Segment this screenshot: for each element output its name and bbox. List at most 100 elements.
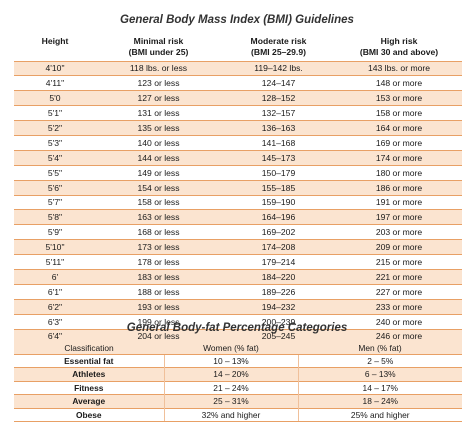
moderate-risk-cell: 179–214 xyxy=(221,254,336,270)
body-fat-row: Essential fat 10 – 13% 2 – 5% xyxy=(14,353,462,368)
body-fat-row: Obese 32% and higher 25% and higher xyxy=(14,407,462,422)
moderate-risk-cell: 155–185 xyxy=(221,179,336,196)
high-risk-cell: 180 or more xyxy=(336,164,462,181)
height-cell: 6'2" xyxy=(14,298,96,315)
moderate-risk-header: Moderate risk (BMI 25–29.9) xyxy=(250,36,307,57)
moderate-risk-cell: 132–157 xyxy=(221,105,336,121)
moderate-risk-cell: 194–232 xyxy=(221,298,336,315)
bmi-row: 6'3" 199 or less 200–239 240 or more xyxy=(14,313,462,330)
high-risk-cell: 240 or more xyxy=(336,313,462,330)
height-cell: 5'8" xyxy=(14,209,96,225)
high-risk-cell: 227 or more xyxy=(336,283,462,300)
minimal-risk-cell: 144 or less xyxy=(96,149,221,166)
minimal-risk-cell: 149 or less xyxy=(96,164,221,181)
bmi-table: Height Minimal risk (BMI under 25) Modera… xyxy=(14,36,462,345)
bmi-row: 6' 183 or less 184–220 221 or more xyxy=(14,268,462,285)
height-cell: 5'10" xyxy=(14,239,96,255)
bmi-row: 5'2" 135 or less 136–163 164 or more xyxy=(14,120,462,136)
high-risk-cell: 186 or more xyxy=(336,179,462,196)
moderate-risk-cell: 145–173 xyxy=(221,149,336,166)
high-risk-cell: 158 or more xyxy=(336,105,462,121)
bmi-row: 5'3" 140 or less 141–168 169 or more xyxy=(14,134,462,151)
women-cell: 21 – 24% xyxy=(163,380,298,395)
moderate-risk-cell: 128–152 xyxy=(221,90,336,106)
height-cell: 5'3" xyxy=(14,134,96,151)
bmi-row: 5'11" 178 or less 179–214 215 or more xyxy=(14,254,462,270)
minimal-risk-cell: 183 or less xyxy=(96,268,221,285)
moderate-risk-cell: 159–190 xyxy=(221,194,336,210)
minimal-risk-cell: 193 or less xyxy=(96,298,221,315)
moderate-risk-cell: 200–239 xyxy=(221,313,336,330)
minimal-risk-header: Minimal risk (BMI under 25) xyxy=(128,36,189,57)
moderate-risk-cell: 184–220 xyxy=(221,268,336,285)
moderate-risk-cell: 150–179 xyxy=(221,164,336,181)
body-fat-header-row: Classification Women (% fat) Men (% fat) xyxy=(14,342,462,355)
women-cell: 14 – 20% xyxy=(163,367,298,381)
bmi-row: 6'4" 204 or less 205–245 246 or more xyxy=(14,328,462,345)
height-cell: 4'10" xyxy=(14,60,96,76)
moderate-risk-cell: 169–202 xyxy=(221,224,336,240)
bmi-row: 4'11" 123 or less 124–147 148 or more xyxy=(14,75,462,91)
minimal-risk-cell: 158 or less xyxy=(96,194,221,210)
height-cell: 5'11" xyxy=(14,254,96,270)
high-risk-cell: 153 or more xyxy=(336,90,462,106)
men-cell: 18 – 24% xyxy=(297,394,462,408)
women-cell: 10 – 13% xyxy=(163,353,298,368)
height-cell: 5'4" xyxy=(14,149,96,166)
minimal-risk-cell: 188 or less xyxy=(96,283,221,300)
minimal-risk-cell: 140 or less xyxy=(96,134,221,151)
men-cell: 2 – 5% xyxy=(297,353,462,368)
bmi-row: 4'10" 118 lbs. or less 119–142 lbs. 143 lbs… xyxy=(14,60,462,76)
bmi-row: 5'1" 131 or less 132–157 158 or more xyxy=(14,105,462,121)
height-cell: 6'1" xyxy=(14,283,96,300)
classification-cell: Obese xyxy=(14,407,164,422)
minimal-risk-cell: 178 or less xyxy=(96,254,221,270)
high-risk-cell: 215 or more xyxy=(336,254,462,270)
bmi-row: 5'6" 154 or less 155–185 186 or more xyxy=(14,179,462,196)
moderate-risk-cell: 189–226 xyxy=(221,283,336,300)
minimal-risk-cell: 163 or less xyxy=(96,209,221,225)
body-fat-row: Fitness 21 – 24% 14 – 17% xyxy=(14,380,462,395)
high-risk-cell: 143 lbs. or more xyxy=(336,60,462,76)
height-cell: 6'3" xyxy=(14,313,96,330)
high-risk-cell: 233 or more xyxy=(336,298,462,315)
height-cell: 5'9" xyxy=(14,224,96,240)
bmi-row: 5'9" 168 or less 169–202 203 or more xyxy=(14,224,462,240)
body-fat-table: Classification Women (% fat) Men (% fat)… xyxy=(14,342,462,422)
bmi-row: 5'10" 173 or less 174–208 209 or more xyxy=(14,239,462,255)
women-cell: 25 – 31% xyxy=(163,394,298,408)
moderate-risk-cell: 174–208 xyxy=(221,239,336,255)
high-risk-cell: 164 or more xyxy=(336,120,462,136)
height-cell: 6' xyxy=(14,268,96,285)
minimal-risk-cell: 199 or less xyxy=(96,313,221,330)
height-cell: 5'0 xyxy=(14,90,96,106)
men-cell: 14 – 17% xyxy=(297,380,462,395)
height-cell: 5'1" xyxy=(14,105,96,121)
height-cell: 5'7" xyxy=(14,194,96,210)
height-cell: 5'6" xyxy=(14,179,96,196)
minimal-risk-cell: 118 lbs. or less xyxy=(96,60,221,76)
high-risk-cell: 174 or more xyxy=(336,149,462,166)
women-cell: 32% and higher xyxy=(163,407,298,422)
body-fat-row: Athletes 14 – 20% 6 – 13% xyxy=(14,367,462,381)
men-cell: 6 – 13% xyxy=(297,367,462,381)
moderate-risk-cell: 124–147 xyxy=(221,75,336,91)
height-cell: 5'2" xyxy=(14,120,96,136)
minimal-risk-cell: 204 or less xyxy=(96,328,221,345)
minimal-risk-cell: 131 or less xyxy=(96,105,221,121)
bmi-row: 5'5" 149 or less 150–179 180 or more xyxy=(14,164,462,181)
classification-cell: Fitness xyxy=(14,380,164,395)
bmi-table-title: General Body Mass Index (BMI) Guidelines xyxy=(120,14,354,26)
bmi-row: 6'2" 193 or less 194–232 233 or more xyxy=(14,298,462,315)
minimal-risk-cell: 135 or less xyxy=(96,120,221,136)
moderate-risk-cell: 119–142 lbs. xyxy=(221,60,336,76)
high-risk-cell: 221 or more xyxy=(336,268,462,285)
height-cell: 5'5" xyxy=(14,164,96,181)
height-header: Height xyxy=(41,36,69,46)
bmi-row: 5'4" 144 or less 145–173 174 or more xyxy=(14,149,462,166)
bmi-row: 5'8" 163 or less 164–196 197 or more xyxy=(14,209,462,225)
minimal-risk-cell: 127 or less xyxy=(96,90,221,106)
high-risk-cell: 197 or more xyxy=(336,209,462,225)
minimal-risk-cell: 154 or less xyxy=(96,179,221,196)
bmi-row: 6'1" 188 or less 189–226 227 or more xyxy=(14,283,462,300)
